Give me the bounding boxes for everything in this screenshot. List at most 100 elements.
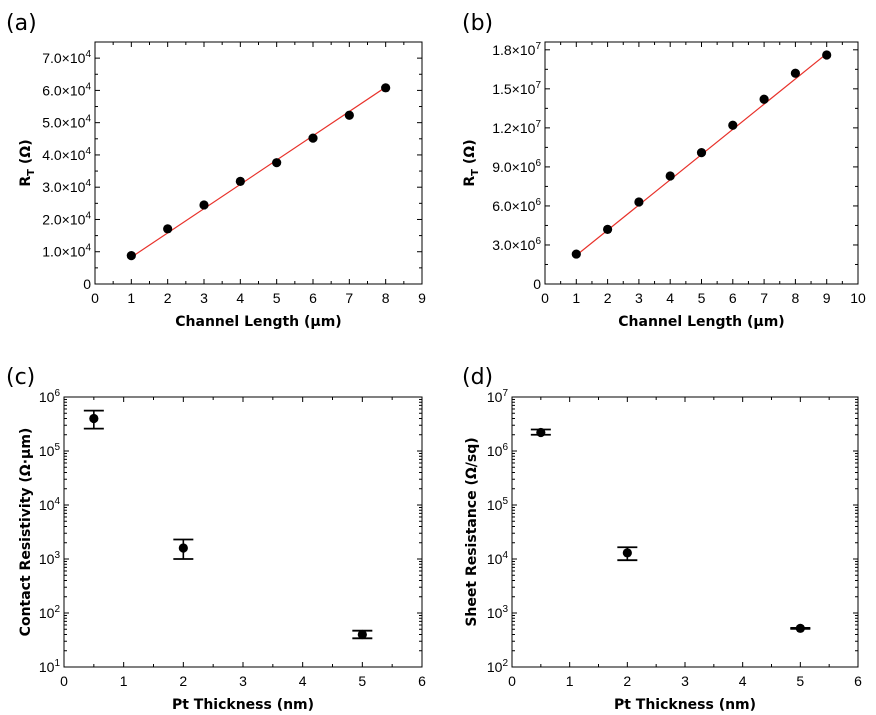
panel-label: (a) <box>6 11 37 36</box>
x-tick-label: 2 <box>623 673 631 689</box>
x-tick-label: 6 <box>418 673 426 689</box>
data-point <box>89 413 99 424</box>
y-axis-title: RT (Ω) <box>462 139 481 186</box>
y-tick-label: 6.0×104 <box>42 81 91 98</box>
y-tick-label: 101 <box>39 658 61 675</box>
data-point <box>199 200 209 210</box>
y-tick-label: 103 <box>487 604 509 621</box>
y-tick-label: 106 <box>39 388 61 405</box>
x-tick-label: 0 <box>508 673 516 689</box>
x-tick-label: 1 <box>127 290 135 306</box>
data-point <box>344 110 354 120</box>
x-tick-label: 4 <box>666 290 674 306</box>
y-tick-label: 7.0×104 <box>42 49 91 66</box>
plot-frame <box>63 396 423 668</box>
x-tick-label: 2 <box>164 290 172 306</box>
data-point <box>308 133 318 143</box>
data-point <box>381 83 391 93</box>
chart-panel-b: (b) 0 1 2 3 4 5 6 7 8 9 10 0 3.0×106 6.0×106 9.0×106 1.2… <box>462 11 866 330</box>
panel-label: (b) <box>462 11 493 36</box>
data-point <box>822 50 832 60</box>
y-tick-label: 1.8×107 <box>492 41 541 58</box>
y-tick-label: 5.0×104 <box>42 114 91 131</box>
data-point <box>603 224 613 234</box>
x-tick-label: 4 <box>299 673 307 689</box>
y-axis-title: Sheet Resistance (Ω/sq) <box>464 437 480 626</box>
y-tick-label: 4.0×104 <box>42 146 91 163</box>
x-tick-label: 6 <box>309 290 317 306</box>
data-point <box>163 224 173 234</box>
y-tick-label: 1.5×107 <box>492 80 541 97</box>
y-tick-label: 106 <box>487 442 509 459</box>
x-tick-label: 1 <box>120 673 128 689</box>
y-tick-label: 104 <box>487 550 509 567</box>
x-axis-title: Pt Thickness (nm) <box>614 697 756 713</box>
x-tick-label: 7 <box>760 290 768 306</box>
data-point <box>178 543 188 553</box>
x-axis-title: Channel Length (µm) <box>618 314 784 330</box>
x-axis-title: Pt Thickness (nm) <box>172 697 314 713</box>
chart-panel-a: (a) 0 1 2 3 4 5 6 7 8 9 0 1.0×104 2.0×104 3.0×104 4.0×1… <box>6 11 426 330</box>
data-point <box>795 623 805 633</box>
x-tick-label: 7 <box>345 290 353 306</box>
x-tick-label: 9 <box>418 290 426 306</box>
x-axis-title: Channel Length (µm) <box>175 314 341 330</box>
data-point <box>634 197 644 207</box>
x-tick-label: 4 <box>236 290 244 306</box>
x-tick-label: 6 <box>729 290 737 306</box>
x-tick-label: 8 <box>382 290 390 306</box>
data-point <box>272 158 282 168</box>
data-point <box>622 548 632 558</box>
x-tick-label: 3 <box>681 673 689 689</box>
x-tick-label: 3 <box>200 290 208 306</box>
y-tick-label: 2.0×104 <box>42 210 91 227</box>
x-tick-label: 1 <box>572 290 580 306</box>
y-tick-label: 104 <box>39 496 61 513</box>
x-tick-label: 0 <box>60 673 68 689</box>
y-tick-label: 9.0×106 <box>492 158 541 175</box>
data-point <box>759 94 769 104</box>
data-point <box>696 147 707 158</box>
data-point <box>665 171 675 181</box>
x-tick-label: 9 <box>823 290 831 306</box>
plot-frame <box>511 396 859 668</box>
panel-label: (d) <box>462 365 493 390</box>
data-point <box>235 176 245 186</box>
panel-label: (c) <box>6 365 35 390</box>
y-tick-label: 105 <box>487 496 509 513</box>
chart-panel-c: (c) 0 1 2 3 4 5 6 101 102 103 104 105 106 Pt Thickness… <box>6 365 426 713</box>
fit-line <box>130 86 387 258</box>
y-tick-label: 0 <box>83 276 91 292</box>
y-tick-label: 6.0×106 <box>492 197 541 214</box>
x-tick-label: 0 <box>91 290 99 306</box>
y-tick-label: 102 <box>39 604 61 621</box>
y-tick-label: 1.0×104 <box>42 243 91 260</box>
x-tick-label: 5 <box>358 673 366 689</box>
x-tick-label: 10 <box>850 290 866 306</box>
y-tick-label: 102 <box>487 658 509 675</box>
x-tick-label: 5 <box>273 290 281 306</box>
x-tick-label: 8 <box>792 290 800 306</box>
x-tick-label: 0 <box>541 290 549 306</box>
plot-frame <box>544 41 859 285</box>
x-tick-label: 4 <box>739 673 747 689</box>
x-tick-label: 5 <box>796 673 804 689</box>
plot-frame <box>94 41 423 285</box>
y-tick-label: 1.2×107 <box>492 119 541 136</box>
x-tick-label: 2 <box>179 673 187 689</box>
x-tick-label: 5 <box>698 290 706 306</box>
x-tick-label: 6 <box>854 673 862 689</box>
y-tick-label: 107 <box>487 388 509 405</box>
data-point <box>357 629 367 640</box>
y-axis-title: Contact Resistivity (Ω·µm) <box>18 428 34 637</box>
y-tick-label: 103 <box>39 550 61 567</box>
data-point <box>728 120 738 130</box>
chart-panel-d: (d) 0 1 2 3 4 5 6 102 103 104 105 106 107 Pt Thickness… <box>462 365 862 713</box>
y-axis-title: RT (Ω) <box>18 139 37 186</box>
data-point <box>536 427 546 438</box>
x-tick-label: 3 <box>635 290 643 306</box>
data-point <box>571 249 581 259</box>
y-tick-label: 3.0×106 <box>492 236 541 253</box>
x-tick-label: 2 <box>604 290 612 306</box>
y-tick-label: 0 <box>533 276 541 292</box>
